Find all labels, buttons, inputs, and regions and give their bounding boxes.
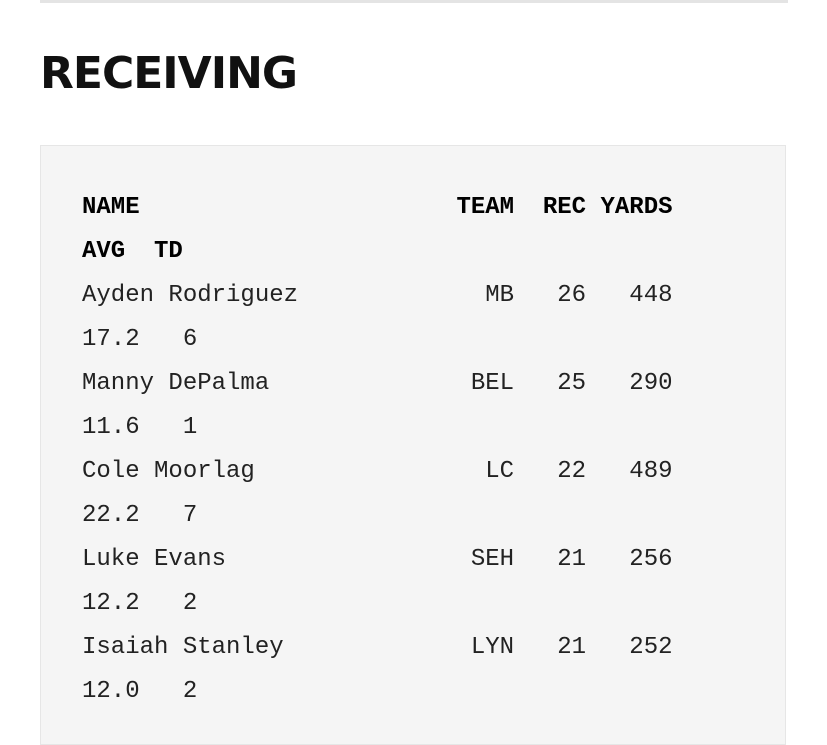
- table-header-line: NAME TEAM REC YARDS: [82, 194, 673, 221]
- top-divider: [40, 0, 788, 3]
- table-header-line: AVG TD: [82, 238, 183, 265]
- table-row-continuation: 17.2 6: [82, 326, 198, 353]
- section-title: RECEIVING: [40, 48, 298, 99]
- table-row-continuation: 12.0 2: [82, 678, 198, 705]
- table-row: Isaiah Stanley LYN 21 252: [82, 634, 673, 661]
- table-row: Ayden Rodriguez MB 26 448: [82, 282, 673, 309]
- receiving-stats-table: NAME TEAM REC YARDS AVG TD Ayden Rodriguez…: [82, 186, 722, 714]
- table-row-continuation: 11.6 1: [82, 414, 198, 441]
- table-row-continuation: 22.2 7: [82, 502, 198, 529]
- table-row: Luke Evans SEH 21 256: [82, 546, 673, 573]
- table-row: Cole Moorlag LC 22 489: [82, 458, 673, 485]
- receiving-stats-block: NAME TEAM REC YARDS AVG TD Ayden Rodriguez…: [40, 145, 786, 745]
- table-row-continuation: 12.2 2: [82, 590, 198, 617]
- table-row: Manny DePalma BEL 25 290: [82, 370, 673, 397]
